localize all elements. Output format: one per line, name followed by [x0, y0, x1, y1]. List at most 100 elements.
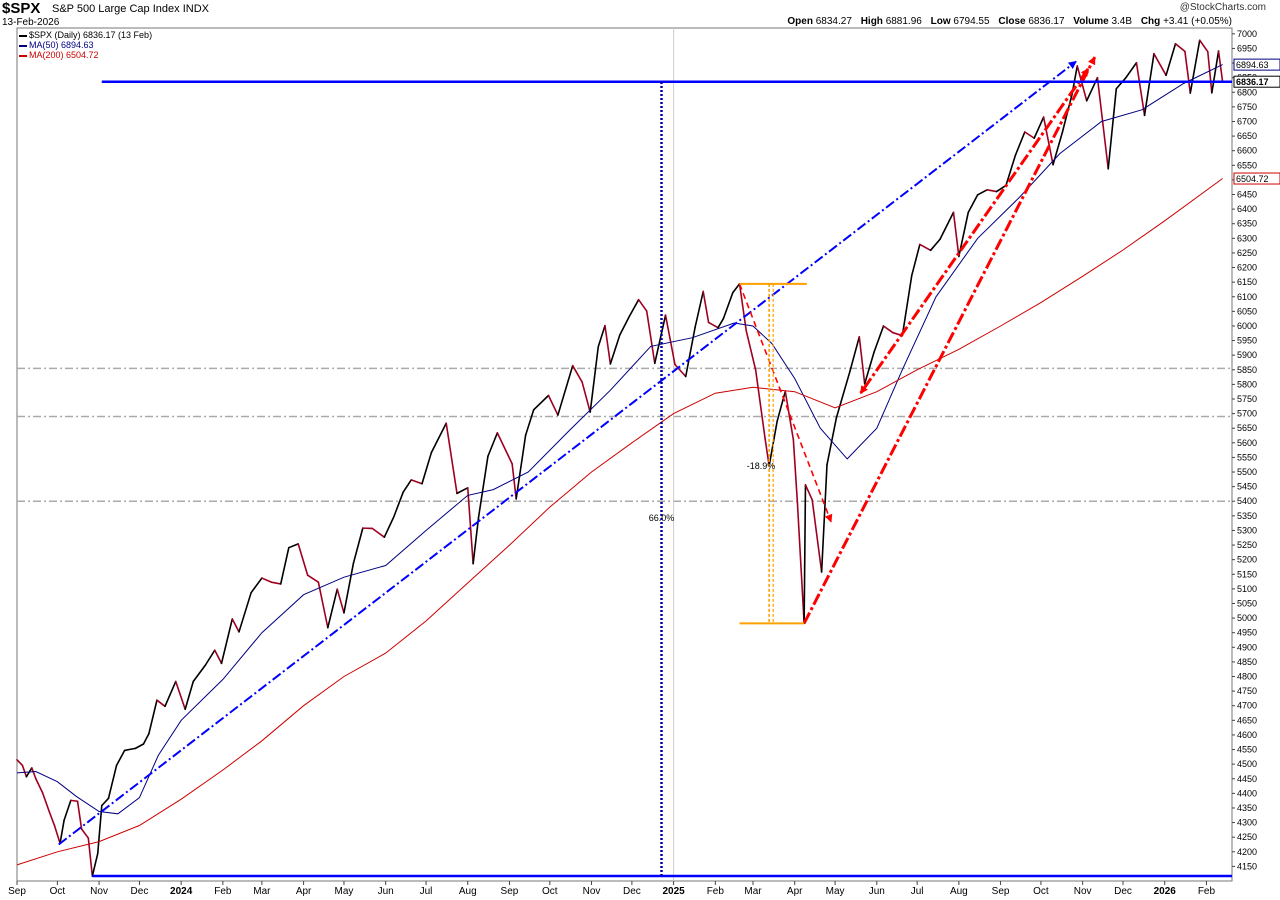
right-label-box [1233, 75, 1280, 88]
y-tick-label: 6350 [1237, 219, 1257, 229]
y-tick-label: 7000 [1237, 29, 1257, 39]
y-tick-label: 4250 [1237, 832, 1257, 842]
price-segment [1165, 42, 1177, 77]
price-segment [597, 324, 606, 348]
price-segment [849, 335, 861, 373]
x-tick-label: 2024 [170, 886, 193, 897]
symbol-title: $SPX [2, 0, 41, 17]
price-segment [383, 516, 395, 538]
y-tick-label: 5900 [1237, 350, 1257, 360]
price-segment [343, 562, 355, 614]
price-segment [1189, 39, 1201, 94]
x-tick-label: Nov [90, 886, 108, 897]
y-tick-label: 4450 [1237, 774, 1257, 784]
price-segment [768, 420, 779, 467]
y-tick-label: 4200 [1237, 847, 1257, 857]
price-segment [91, 852, 99, 877]
price-segment [571, 364, 583, 383]
x-tick-label: Aug [459, 886, 477, 897]
x-tick-label: Jul [420, 886, 433, 897]
price-segment [477, 455, 489, 519]
price-segment [16, 758, 24, 767]
price-segment [717, 317, 725, 329]
x-tick-label: Sep [8, 886, 26, 897]
price-segment [220, 618, 234, 665]
y-tick-label: 6700 [1237, 116, 1257, 126]
x-tick-label: Jul [911, 886, 924, 897]
y-axis: 4150 4200 4250 4300 4350 4400 4450 4500 4550 4600… [1232, 29, 1257, 871]
x-tick-label: Feb [1198, 886, 1216, 897]
price-segment [952, 211, 960, 258]
y-tick-label: 4800 [1237, 672, 1257, 682]
price-segment [421, 451, 433, 485]
price-segment [910, 243, 921, 277]
price-segment [628, 298, 640, 318]
legend-price: $SPX (Daily) 6836.17 (13 Feb) [19, 30, 152, 40]
y-tick-label: 4500 [1237, 759, 1257, 769]
price-segment [858, 335, 866, 385]
close-label: Close [998, 16, 1026, 27]
price-segment [1217, 50, 1224, 83]
x-tick-label: Sep [992, 886, 1010, 897]
y-tick-label: 5650 [1237, 423, 1257, 433]
price-segment [306, 574, 320, 583]
y-tick-label: 5800 [1237, 379, 1257, 389]
y-tick-label: 5350 [1237, 511, 1257, 521]
legend: $SPX (Daily) 6836.17 (13 Feb) MA(50) 689… [19, 30, 152, 60]
y-tick-label: 6300 [1237, 233, 1257, 243]
x-tick-label: Sep [501, 886, 519, 897]
price-segment [430, 422, 448, 454]
y-tick-label: 4850 [1237, 657, 1257, 667]
y-tick-label: 5050 [1237, 598, 1257, 608]
y-tick-label: 5750 [1237, 394, 1257, 404]
chg-label: Chg [1140, 16, 1161, 27]
y-tick-label: 4900 [1237, 642, 1257, 652]
y-tick-label: 6400 [1237, 204, 1257, 214]
price-segment [392, 491, 404, 518]
price-segment [270, 581, 282, 585]
price-segment [820, 463, 828, 573]
price-segment [148, 699, 158, 735]
price-segment [100, 797, 110, 807]
price-segment [41, 791, 51, 813]
price-segment [21, 764, 28, 778]
price-segment [618, 315, 631, 336]
price-segment [80, 828, 90, 839]
volume-label: Volume [1073, 16, 1109, 27]
right-value-labels: 6894.63 6836.17 6504.72 [1233, 58, 1280, 185]
price-segment [694, 290, 705, 328]
price-segment [204, 649, 216, 666]
chart-date: 13-Feb-2026 [2, 17, 60, 28]
legend-ma50-label: MA(50) 6894.63 [29, 40, 94, 50]
x-tick-label: May [826, 886, 845, 897]
y-tick-label: 4150 [1237, 861, 1257, 871]
y-tick-label: 4700 [1237, 701, 1257, 711]
index-name: S&P 500 Large Cap Index INDX [52, 3, 209, 15]
price-segment [1023, 131, 1036, 139]
x-tick-label: Nov [1074, 886, 1092, 897]
low-value: 6794.55 [953, 16, 990, 27]
legend-ma200: MA(200) 6504.72 [19, 50, 152, 60]
price-segment [472, 516, 480, 565]
y-tick-label: 5700 [1237, 409, 1257, 419]
x-tick-label: Dec [131, 886, 149, 897]
price-segment [1143, 52, 1155, 117]
y-tick-label: 6100 [1237, 292, 1257, 302]
price-segment [976, 189, 988, 196]
price-segment [653, 314, 667, 365]
price-segment [796, 501, 805, 625]
price-segment [445, 422, 458, 495]
price-segment [1096, 76, 1110, 170]
price-segment [804, 484, 813, 501]
price-segment [402, 479, 413, 493]
annotations: 66.0% -18.9% [58, 56, 1232, 878]
y-tick-label: 4300 [1237, 818, 1257, 828]
price-segment [664, 314, 676, 366]
price-segment [261, 577, 273, 583]
price-segment [835, 370, 851, 419]
price-segment [213, 649, 223, 665]
price-segment [637, 298, 648, 312]
price-segment [939, 211, 955, 241]
price-segment [967, 194, 979, 214]
price-segment [803, 484, 807, 625]
